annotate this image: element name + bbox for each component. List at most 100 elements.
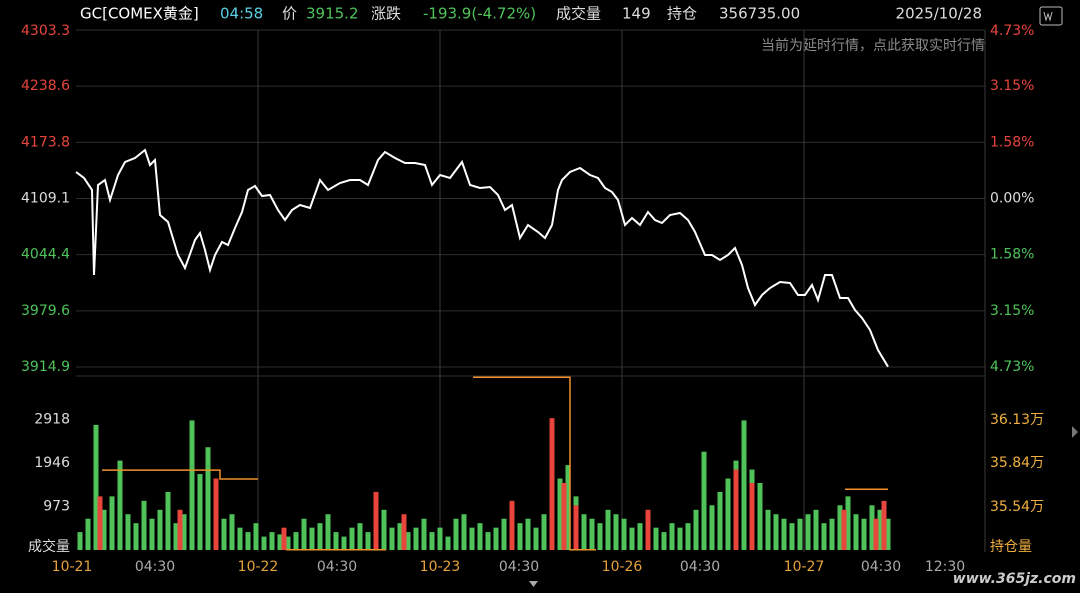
volume-bar (509, 500, 515, 550)
volume-bar (181, 514, 187, 550)
y-tick-label: 4044.4 (21, 247, 70, 263)
volume-bar (85, 518, 91, 550)
volume-bar (421, 518, 427, 550)
volume-bar (629, 527, 635, 550)
side-arrow[interactable] (1072, 426, 1078, 438)
volume-bar (309, 527, 315, 550)
oi-tick-label: 35.54万 (990, 499, 1044, 515)
y-tick-label: 4238.6 (21, 78, 70, 94)
volume-bar (873, 518, 879, 550)
volume-bar (605, 509, 611, 550)
volume-bar (797, 518, 803, 550)
volume-bar (429, 532, 435, 550)
volume-bar (597, 523, 603, 550)
volume-bar (401, 514, 407, 550)
x-tick-label: 04:30 (135, 559, 175, 575)
oi-tick-label: 35.84万 (990, 455, 1044, 471)
volume-bar (341, 536, 347, 550)
y-tick-label: 4109.1 (21, 191, 70, 207)
volume-bar (229, 514, 235, 550)
oi-axis-label: 持仓量 (990, 539, 1032, 555)
volume-bar (881, 500, 887, 550)
x-tick-label: 04:30 (680, 559, 720, 575)
y2-tick-label: 1.58% (990, 247, 1034, 263)
volume-bar (757, 482, 763, 550)
volume-bar (845, 496, 851, 550)
x-tick-label: 04:30 (861, 559, 901, 575)
volume-bar (709, 505, 715, 550)
volume-bar (461, 514, 467, 550)
volume-bar (317, 523, 323, 550)
volume-bar (293, 532, 299, 550)
volume-bar (133, 523, 139, 550)
volume-bar (685, 523, 691, 550)
volume-bar (669, 523, 675, 550)
y-tick-label: 3979.6 (21, 303, 70, 319)
price-line (75, 148, 889, 368)
volume-bar (549, 418, 555, 550)
oi-tick-label: 36.13万 (990, 412, 1044, 428)
x-tick-label: 04:30 (317, 559, 357, 575)
volume-bar (645, 509, 651, 550)
y2-tick-label: 4.73% (990, 23, 1034, 39)
volume-bar (877, 509, 883, 550)
volume-bar (733, 469, 739, 550)
y-tick-label: 4303.3 (21, 23, 70, 39)
symbol: GC[COMEX黄金] (80, 5, 199, 23)
volume: 149 (622, 5, 651, 23)
delay-notice[interactable]: 当前为延时行情，点此获取实时行情 (761, 37, 985, 54)
volume-bar (165, 491, 171, 550)
volume-bar (93, 424, 99, 550)
volume-bar (581, 514, 587, 550)
volume-bar (173, 523, 179, 550)
y2-tick-label: 1.58% (990, 134, 1034, 150)
volume-bar (149, 518, 155, 550)
wp-glyph[interactable] (1043, 11, 1053, 22)
volume-bar (885, 518, 891, 550)
price-label: 价 (282, 5, 297, 23)
watermark: www.365jz.com (953, 571, 1076, 587)
volume-bar (373, 491, 379, 550)
volume-bar (261, 536, 267, 550)
volume-bar (125, 514, 131, 550)
x-tick-label: 10-23 (420, 559, 461, 575)
volume-bar (765, 509, 771, 550)
oi-label: 持仓 (667, 5, 697, 23)
volume-bar (573, 505, 579, 550)
volume-bar (389, 527, 395, 550)
down-arrow[interactable] (529, 581, 538, 587)
volume-bar (613, 514, 619, 550)
volume-bar (397, 523, 403, 550)
volume-bar (101, 509, 107, 550)
volume-bar (725, 478, 731, 550)
volume-bar (77, 532, 83, 550)
wp-icon[interactable] (1039, 6, 1063, 26)
vol-tick-label: 2918 (34, 412, 70, 428)
volume-bar (269, 532, 275, 550)
volume-bar (281, 527, 287, 550)
vol-tick-label: 1946 (34, 455, 70, 471)
volume-bar (869, 505, 875, 550)
vol-axis-label: 成交量 (28, 538, 70, 555)
vol-tick-label: 973 (43, 499, 70, 515)
volume-bar (589, 518, 595, 550)
volume-bar (237, 527, 243, 550)
volume-bar (477, 523, 483, 550)
y2-tick-label: 4.73% (990, 359, 1034, 375)
change-label: 涨跌 (371, 5, 401, 23)
volume-bar (565, 465, 571, 550)
y-tick-label: 4173.8 (21, 134, 70, 150)
volume-bar (325, 514, 331, 550)
volume-bar (445, 536, 451, 550)
volume-bar (189, 420, 195, 550)
wp-box[interactable] (1039, 6, 1063, 26)
volume-bar (773, 514, 779, 550)
volume-bar (277, 534, 283, 550)
volume-bar (677, 527, 683, 550)
price: 3915.2 (306, 5, 359, 23)
volume-bar (741, 420, 747, 550)
volume-bar (413, 527, 419, 550)
x-tick-label: 10-21 (52, 559, 93, 575)
volume-bar (333, 532, 339, 550)
volume-bar (437, 527, 443, 550)
